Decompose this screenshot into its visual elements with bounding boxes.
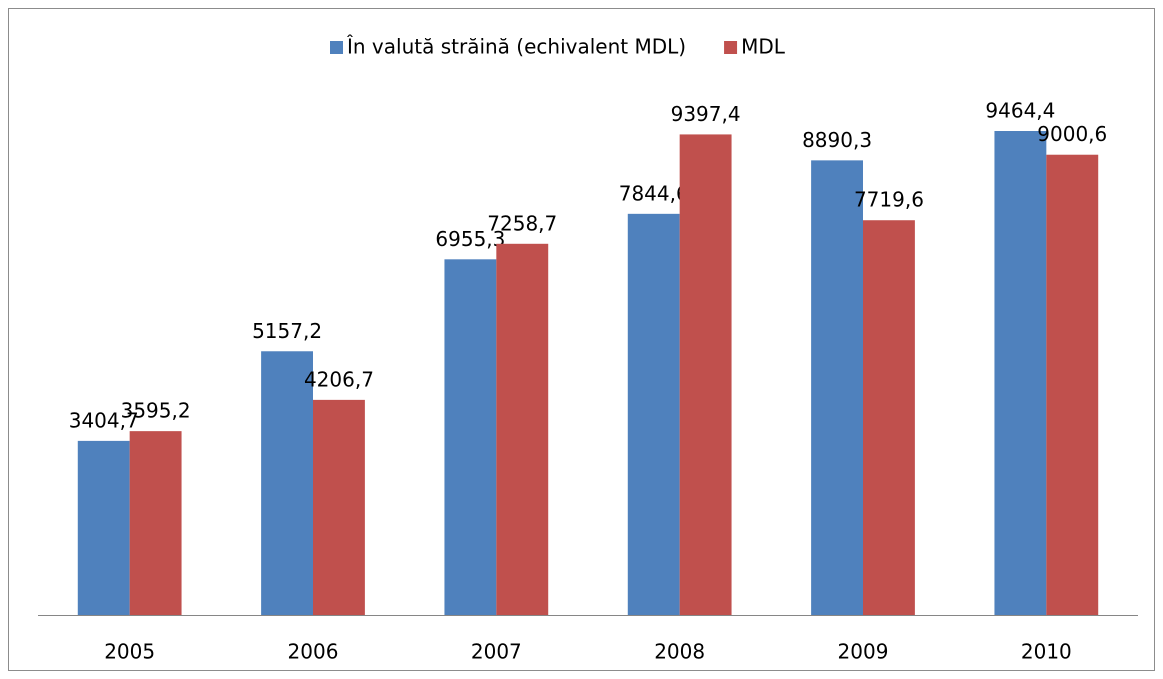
bar (863, 220, 915, 615)
x-tick-label: 2006 (288, 640, 339, 664)
data-label: 3404,7 (69, 408, 139, 432)
data-label: 6955,3 (435, 227, 505, 251)
data-label: 9000,6 (1037, 122, 1107, 146)
x-tick-label: 2005 (104, 640, 155, 664)
data-label: 8890,3 (802, 128, 872, 152)
data-label: 5157,2 (252, 319, 322, 343)
data-label: 7844,6 (619, 181, 689, 205)
chart-frame (8, 8, 1155, 671)
x-tick-label: 2010 (1021, 640, 1072, 664)
legend-label: În valută străină (echivalent MDL) (346, 35, 686, 59)
bar (496, 243, 549, 615)
bar (444, 259, 497, 615)
bar (627, 213, 680, 615)
bar (811, 160, 863, 616)
data-label: 4206,7 (304, 367, 374, 391)
legend-label: MDL (741, 35, 786, 59)
x-tick-label: 2007 (471, 640, 522, 664)
legend-swatch (724, 41, 738, 54)
bar (679, 134, 732, 615)
bar (261, 351, 313, 615)
x-tick-label: 2008 (654, 640, 705, 664)
bar (994, 131, 1047, 615)
bar (1046, 154, 1099, 616)
data-label: 3595,2 (121, 399, 191, 423)
data-label: 9397,4 (671, 102, 741, 126)
bar (313, 399, 365, 615)
data-label: 7719,6 (854, 188, 924, 212)
bar (77, 440, 130, 615)
bar (129, 431, 182, 615)
legend-swatch (330, 41, 343, 54)
data-label: 7258,7 (487, 211, 557, 235)
x-tick-label: 2009 (838, 640, 889, 664)
data-label: 9464,4 (985, 99, 1055, 123)
